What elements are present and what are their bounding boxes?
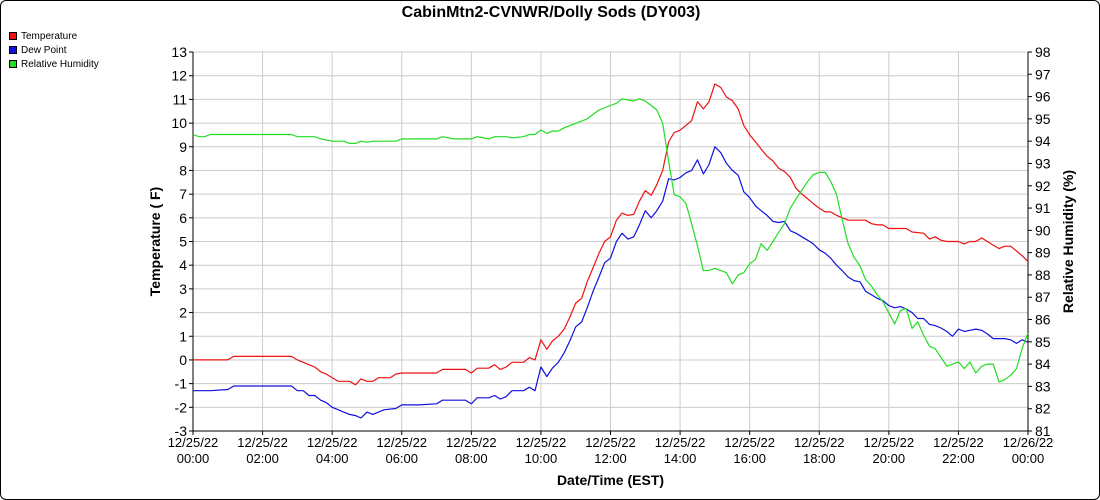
y-axis-label: Temperature ( F) bbox=[147, 187, 163, 296]
x-tick-date-label: 12/25/22 bbox=[933, 435, 984, 450]
x-tick-time-label: 06:00 bbox=[385, 451, 418, 466]
y-tick-label: 12 bbox=[171, 68, 187, 84]
y-tick-label: 7 bbox=[179, 186, 187, 202]
x-tick-date-label: 12/25/22 bbox=[724, 435, 775, 450]
dew-point-line bbox=[193, 146, 1029, 419]
axis-layer bbox=[189, 51, 1032, 435]
y2-tick-label: 89 bbox=[1035, 245, 1051, 261]
x-tick-time-label: 00:00 bbox=[1012, 451, 1045, 466]
legend-swatch-temperature bbox=[9, 32, 17, 40]
x-tick-time-label: 16:00 bbox=[733, 451, 766, 466]
x-tick-date-label: 12/25/22 bbox=[376, 435, 427, 450]
x-tick-date-label: 12/25/22 bbox=[446, 435, 497, 450]
x-tick-time-label: 18:00 bbox=[803, 451, 836, 466]
legend-item-temperature: Temperature bbox=[9, 29, 99, 43]
relative-humidity-line bbox=[192, 98, 1029, 383]
x-tick-time-label: 20:00 bbox=[873, 451, 906, 466]
grid-layer bbox=[192, 51, 1029, 432]
x-tick-date-label: 12/25/22 bbox=[307, 435, 358, 450]
x-tick-time-label: 04:00 bbox=[316, 451, 349, 466]
y-tick-label: 13 bbox=[171, 44, 187, 60]
y2-tick-label: 96 bbox=[1035, 89, 1051, 105]
y-tick-label: 3 bbox=[179, 281, 187, 297]
y2-tick-label: 85 bbox=[1035, 334, 1051, 350]
x-tick-date-label: 12/25/22 bbox=[168, 435, 219, 450]
y-tick-label: 1 bbox=[179, 328, 187, 344]
legend-label-temperature: Temperature bbox=[21, 30, 78, 42]
y2-tick-label: 86 bbox=[1035, 312, 1051, 328]
temperature-line bbox=[193, 83, 1029, 386]
y2-tick-label: 92 bbox=[1035, 178, 1051, 194]
series-layer bbox=[192, 83, 1029, 419]
y-tick-label: 2 bbox=[179, 305, 187, 321]
y-tick-label: 9 bbox=[179, 139, 187, 155]
x-tick-time-label: 14:00 bbox=[664, 451, 697, 466]
x-tick-date-label: 12/25/22 bbox=[585, 435, 636, 450]
y-tick-label: 5 bbox=[179, 234, 187, 250]
legend-label-dew-point: Dew Point bbox=[21, 44, 67, 56]
x-tick-date-label: 12/25/22 bbox=[794, 435, 845, 450]
x-tick-time-label: 02:00 bbox=[246, 451, 279, 466]
x-tick-time-label: 12:00 bbox=[594, 451, 627, 466]
y-tick-label: -3 bbox=[175, 423, 188, 439]
x-tick-date-label: 12/25/22 bbox=[864, 435, 915, 450]
y2-tick-label: 83 bbox=[1035, 378, 1051, 394]
y2-tick-label: 94 bbox=[1035, 133, 1051, 149]
legend-item-dew-point: Dew Point bbox=[9, 43, 99, 57]
y2-tick-label: 87 bbox=[1035, 289, 1051, 305]
label-layer: -3-2-10123456789101112138182838485868788… bbox=[147, 44, 1076, 488]
y2-tick-label: 84 bbox=[1035, 356, 1051, 372]
y-tick-label: 8 bbox=[179, 162, 187, 178]
x-tick-date-label: 12/25/22 bbox=[516, 435, 567, 450]
y2-tick-label: 91 bbox=[1035, 200, 1051, 216]
y-tick-label: 4 bbox=[179, 257, 187, 273]
legend-label-relative-humidity: Relative Humidity bbox=[21, 58, 99, 70]
y2-axis-label: Relative Humidity (%) bbox=[1060, 170, 1076, 313]
x-axis-label: Date/Time (EST) bbox=[557, 472, 664, 488]
y2-tick-label: 90 bbox=[1035, 222, 1051, 238]
x-tick-date-label: 12/25/22 bbox=[237, 435, 288, 450]
y2-tick-label: 95 bbox=[1035, 111, 1051, 127]
x-tick-date-label: 12/25/22 bbox=[655, 435, 706, 450]
y2-tick-label: 88 bbox=[1035, 267, 1051, 283]
legend-swatch-relative-humidity bbox=[9, 60, 17, 68]
x-tick-time-label: 08:00 bbox=[455, 451, 488, 466]
y-tick-label: 0 bbox=[179, 352, 187, 368]
x-tick-time-label: 22:00 bbox=[942, 451, 975, 466]
y2-tick-label: 81 bbox=[1035, 423, 1051, 439]
y-tick-label: 10 bbox=[171, 115, 187, 131]
y-tick-label: -2 bbox=[175, 399, 188, 415]
y2-tick-label: 97 bbox=[1035, 66, 1051, 82]
y2-tick-label: 93 bbox=[1035, 155, 1051, 171]
y2-tick-label: 98 bbox=[1035, 44, 1051, 60]
y2-tick-label: 82 bbox=[1035, 401, 1051, 417]
legend-item-relative-humidity: Relative Humidity bbox=[9, 57, 99, 71]
y-tick-label: 6 bbox=[179, 210, 187, 226]
x-tick-time-label: 10:00 bbox=[525, 451, 558, 466]
y-tick-label: 11 bbox=[172, 91, 187, 107]
chart-title: CabinMtn2-CVNWR/Dolly Sods (DY003) bbox=[401, 4, 701, 21]
legend-swatch-dew-point bbox=[9, 46, 17, 54]
x-tick-date-label: 12/26/22 bbox=[1003, 435, 1054, 450]
x-tick-time-label: 00:00 bbox=[177, 451, 210, 466]
y-tick-label: -1 bbox=[175, 376, 188, 392]
legend: Temperature Dew Point Relative Humidity bbox=[9, 29, 99, 71]
